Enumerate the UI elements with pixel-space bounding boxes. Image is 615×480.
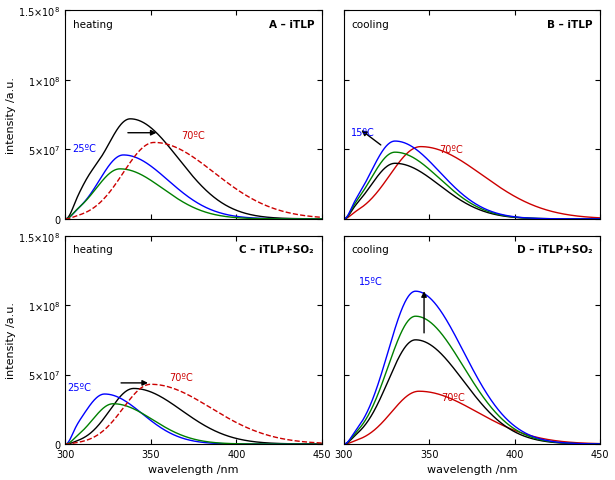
Text: cooling: cooling [351,20,389,30]
Text: cooling: cooling [351,244,389,254]
Text: heating: heating [73,244,113,254]
Text: 70ºC: 70ºC [181,131,205,141]
Text: A – iTLP: A – iTLP [269,20,314,30]
Text: 15ºC: 15ºC [359,276,383,287]
Y-axis label: intensity /a.u.: intensity /a.u. [6,302,15,379]
Text: 70ºC: 70ºC [441,392,465,402]
Text: 70ºC: 70ºC [170,372,193,383]
Text: C – iTLP+SO₂: C – iTLP+SO₂ [239,244,314,254]
Text: D – iTLP+SO₂: D – iTLP+SO₂ [517,244,592,254]
Y-axis label: intensity /a.u.: intensity /a.u. [6,77,15,154]
X-axis label: wavelength /nm: wavelength /nm [148,465,239,474]
X-axis label: wavelength /nm: wavelength /nm [427,465,517,474]
Text: 15ºC: 15ºC [351,128,375,138]
Text: 25ºC: 25ºC [72,144,96,154]
Text: 70ºC: 70ºC [440,145,463,155]
Text: B – iTLP: B – iTLP [547,20,592,30]
Text: 25ºC: 25ºC [67,382,91,392]
Text: heating: heating [73,20,113,30]
